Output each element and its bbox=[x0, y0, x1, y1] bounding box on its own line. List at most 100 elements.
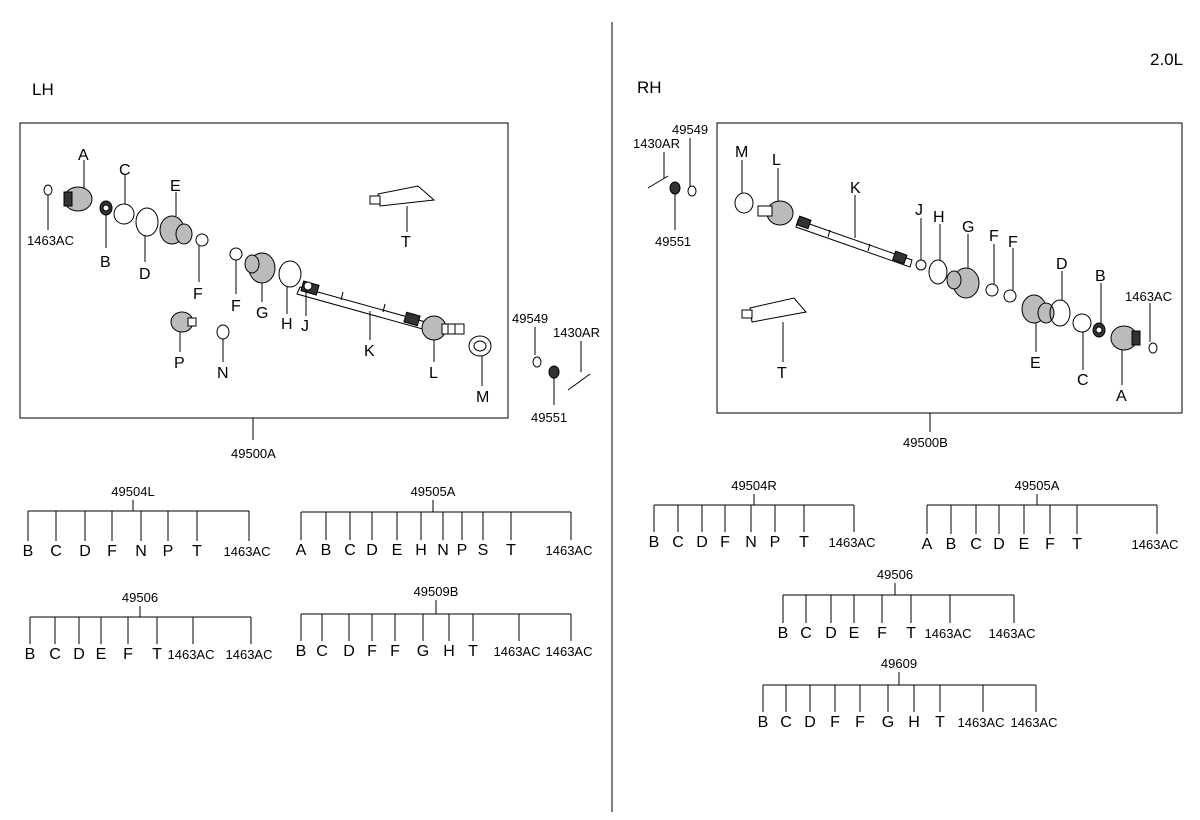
lh-clip-j bbox=[303, 281, 313, 291]
kit-item: 1463AC bbox=[168, 647, 215, 662]
kit-item: P bbox=[163, 543, 174, 560]
kit-item: G bbox=[882, 714, 894, 731]
rh-box-part-number: 49500B bbox=[903, 435, 948, 450]
rh-clip-1463ac bbox=[1148, 342, 1158, 354]
kit-item: N bbox=[135, 543, 147, 560]
kit-item: E bbox=[849, 625, 860, 642]
kit-title: 49505A bbox=[411, 484, 456, 499]
kit-item: T bbox=[192, 543, 202, 560]
rh-callout-f1: F bbox=[989, 228, 999, 245]
kit-item: C bbox=[50, 543, 62, 560]
kit-title: 49506 bbox=[877, 567, 913, 582]
kit-item: S bbox=[478, 542, 489, 559]
rh-inner-joint bbox=[1110, 325, 1141, 351]
rh-boot-e bbox=[1021, 294, 1055, 324]
lh-callout-g: G bbox=[256, 305, 268, 322]
lh-shaft bbox=[296, 280, 441, 334]
lh-callout-f1: F bbox=[193, 286, 203, 303]
rh-callout-h: H bbox=[933, 209, 945, 226]
lh-grease-tube-t bbox=[369, 185, 436, 207]
lh-joint-p bbox=[170, 311, 197, 333]
rh-callout-k: K bbox=[850, 180, 861, 197]
lh-callout-f2: F bbox=[231, 298, 241, 315]
lh-band-n bbox=[216, 324, 230, 340]
kit-item: 1463AC bbox=[1011, 715, 1058, 730]
kit-item: N bbox=[437, 542, 449, 559]
kit-item: F bbox=[123, 646, 133, 663]
lh-band-f1 bbox=[195, 233, 209, 247]
kit-item: B bbox=[649, 534, 660, 551]
kit-lh-49505A: 49505A A B C D E H N P S T 1463AC bbox=[296, 484, 593, 559]
kit-item: 1463AC bbox=[494, 644, 541, 659]
lh-band-f2 bbox=[229, 247, 243, 261]
lh-part-49549: 49549 bbox=[512, 311, 548, 326]
lh-boot-e bbox=[159, 215, 193, 245]
rh-ring-m bbox=[734, 192, 754, 214]
kit-item: P bbox=[457, 542, 468, 559]
lh-boot-g bbox=[244, 252, 276, 284]
kit-title: 49609 bbox=[881, 656, 917, 671]
kit-item: T bbox=[152, 646, 162, 663]
kit-item: C bbox=[49, 646, 61, 663]
kit-item: D bbox=[804, 714, 816, 731]
lh-callout-a: A bbox=[78, 147, 89, 164]
kit-item: C bbox=[800, 625, 812, 642]
engine-label: 2.0L bbox=[1150, 50, 1183, 69]
rh-boot-g bbox=[946, 267, 980, 299]
kit-item: 1463AC bbox=[1132, 537, 1179, 552]
kit-lh-49506: 49506 B C D E F T 1463AC 1463AC bbox=[25, 590, 273, 663]
rh-callout-e: E bbox=[1030, 355, 1041, 372]
kit-item: D bbox=[79, 543, 91, 560]
kit-item: 1463AC bbox=[958, 715, 1005, 730]
kit-item: F bbox=[1045, 536, 1055, 553]
lh-part-1430ar: 1430AR bbox=[553, 325, 600, 340]
rh-assembly-box bbox=[716, 122, 1183, 414]
kit-lh-49504L: 49504L B C D F N P T 1463AC bbox=[23, 484, 271, 560]
lh-callout-1463ac: 1463AC bbox=[27, 233, 74, 248]
kit-item: 1463AC bbox=[829, 535, 876, 550]
kit-rh-49506: 49506 B C D E F T 1463AC 1463AC bbox=[778, 567, 1036, 642]
rh-callout-1463ac: 1463AC bbox=[1125, 289, 1172, 304]
lh-inner-joint bbox=[63, 186, 93, 212]
rh-callout-d: D bbox=[1056, 256, 1068, 273]
rh-callout-b: B bbox=[1095, 268, 1106, 285]
kit-item: C bbox=[344, 542, 356, 559]
kit-item: 1463AC bbox=[224, 544, 271, 559]
kit-item: E bbox=[392, 542, 403, 559]
lh-callout-t: T bbox=[401, 234, 411, 251]
kit-item: C bbox=[672, 534, 684, 551]
kit-item: D bbox=[993, 536, 1005, 553]
rh-part-49551: 49551 bbox=[655, 234, 691, 249]
kit-item: T bbox=[906, 625, 916, 642]
rh-callout-j: J bbox=[915, 202, 923, 219]
kit-item: C bbox=[316, 643, 328, 660]
kit-item: A bbox=[296, 542, 307, 559]
lh-callout-l: L bbox=[429, 365, 438, 382]
rh-callout-g: G bbox=[962, 219, 974, 236]
kit-rh-49505A: 49505A A B C D E F T 1463AC bbox=[922, 478, 1179, 553]
kit-item: C bbox=[970, 536, 982, 553]
kit-item: A bbox=[922, 536, 933, 553]
kit-item: F bbox=[877, 625, 887, 642]
kit-item: D bbox=[825, 625, 837, 642]
rh-part-49549: 49549 bbox=[672, 122, 708, 137]
kit-item: N bbox=[745, 534, 757, 551]
kit-item: H bbox=[908, 714, 920, 731]
lh-assembly: 49500A bbox=[19, 122, 509, 461]
kit-item: B bbox=[758, 714, 769, 731]
kit-item: F bbox=[107, 543, 117, 560]
rh-part-1430ar: 1430AR bbox=[633, 136, 680, 151]
kit-item: T bbox=[468, 643, 478, 660]
rh-callout-a: A bbox=[1116, 388, 1127, 405]
kit-item: 1463AC bbox=[226, 647, 273, 662]
kit-item: H bbox=[415, 542, 427, 559]
lh-callout-j: J bbox=[301, 318, 309, 335]
lh-outer-joint bbox=[421, 315, 465, 341]
rh-band-d bbox=[1049, 299, 1071, 327]
kit-title: 49505A bbox=[1015, 478, 1060, 493]
kit-item: D bbox=[73, 646, 85, 663]
kit-item: D bbox=[366, 542, 378, 559]
kit-title: 49509B bbox=[414, 584, 459, 599]
